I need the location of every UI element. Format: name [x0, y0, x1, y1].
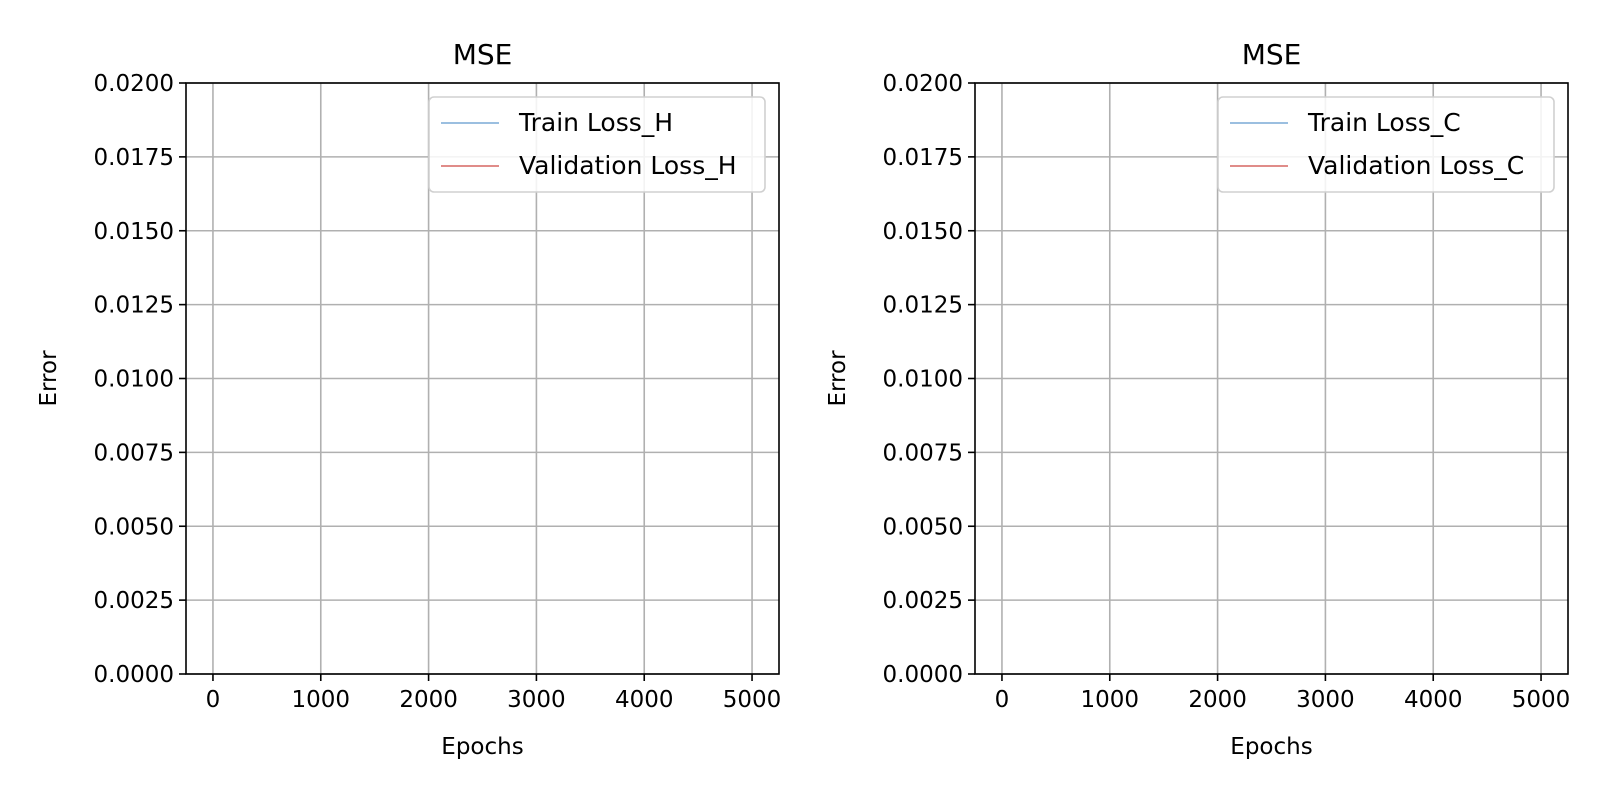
x-tick-label: 2000: [399, 687, 458, 713]
x-tick-label: 0: [995, 687, 1010, 713]
legend: Train Loss_C Validation Loss_C: [1217, 96, 1555, 193]
chart-title: MSE: [1242, 38, 1302, 71]
y-tick-label: 0.0000: [883, 662, 963, 688]
x-tick-label: 3000: [507, 687, 566, 713]
y-tick-label: 0.0125: [94, 293, 174, 319]
y-tick-label: 0.0125: [883, 293, 963, 319]
x-tick-label: 5000: [1512, 687, 1571, 713]
x-axis-label: Epochs: [441, 734, 523, 760]
y-tick-label: 0.0200: [883, 71, 963, 97]
chart-title: MSE: [453, 38, 513, 71]
legend-box: [428, 96, 766, 193]
y-tick-label: 0.0025: [883, 588, 963, 614]
x-tick-label: 3000: [1296, 687, 1355, 713]
legend-label-2: Validation Loss_H: [519, 151, 737, 180]
y-tick-label: 0.0050: [94, 514, 174, 540]
y-tick-label: 0.0150: [883, 219, 963, 245]
legend-label-2: Validation Loss_C: [1308, 151, 1524, 180]
legend-label-1: Train Loss_H: [518, 108, 673, 137]
x-tick-label: 1000: [1080, 687, 1139, 713]
legend-box: [1217, 96, 1555, 193]
y-tick-label: 0.0150: [94, 219, 174, 245]
y-tick-label: 0.0200: [94, 71, 174, 97]
x-axis-label: Epochs: [1230, 734, 1312, 760]
chart-panel-1: 0 1000 2000 3000 4000 5000 0.0000 0.0025 0.0050 0…: [36, 38, 781, 760]
x-tick-label: 2000: [1188, 687, 1247, 713]
chart-panel-2: 0 1000 2000 3000 4000 5000 0.0000 0.0025 0.0050 0…: [825, 38, 1570, 760]
y-axis-label: Error: [825, 350, 851, 407]
y-tick-label: 0.0075: [94, 440, 174, 466]
y-axis-label: Error: [36, 350, 62, 407]
y-tick-label: 0.0175: [883, 145, 963, 171]
x-tick-label: 0: [206, 687, 221, 713]
x-tick-label: 4000: [615, 687, 674, 713]
y-tick-label: 0.0100: [94, 367, 174, 393]
y-tick-label: 0.0025: [94, 588, 174, 614]
y-tick-label: 0.0075: [883, 440, 963, 466]
legend-label-1: Train Loss_C: [1307, 108, 1461, 137]
x-tick-label: 4000: [1404, 687, 1463, 713]
y-tick-label: 0.0175: [94, 145, 174, 171]
y-tick-label: 0.0100: [883, 367, 963, 393]
x-tick-label: 1000: [291, 687, 350, 713]
legend: Train Loss_H Validation Loss_H: [428, 96, 766, 193]
y-tick-label: 0.0050: [883, 514, 963, 540]
y-tick-label: 0.0000: [94, 662, 174, 688]
x-tick-label: 5000: [723, 687, 782, 713]
